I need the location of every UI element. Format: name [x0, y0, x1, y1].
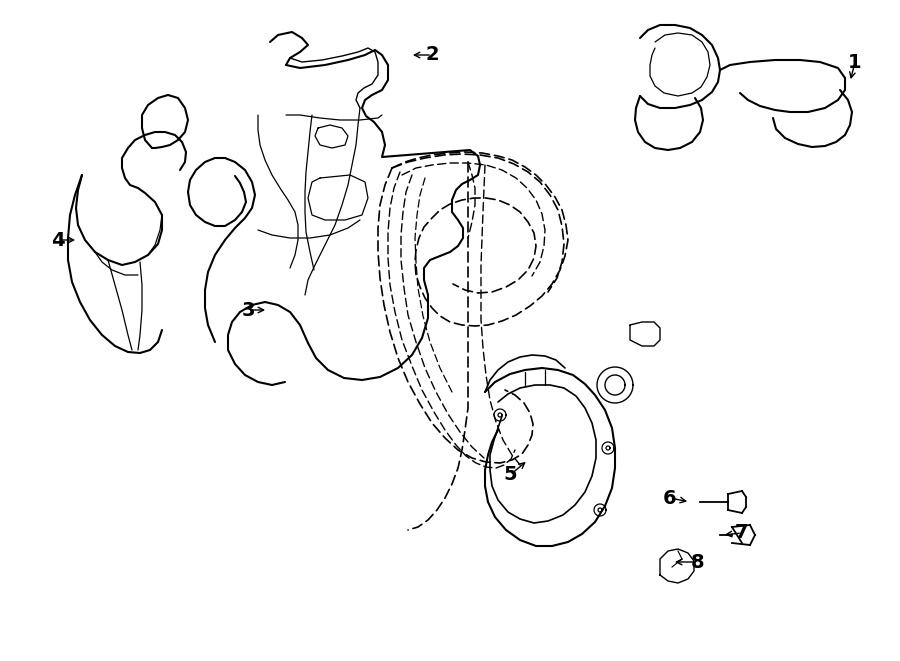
Text: 3: 3 — [241, 301, 255, 319]
Text: 4: 4 — [51, 231, 65, 249]
Text: 1: 1 — [848, 52, 862, 71]
Text: 2: 2 — [425, 46, 439, 65]
Text: 5: 5 — [503, 465, 517, 485]
Text: 6: 6 — [663, 488, 677, 508]
Text: 7: 7 — [735, 524, 749, 543]
Text: 8: 8 — [691, 553, 705, 572]
